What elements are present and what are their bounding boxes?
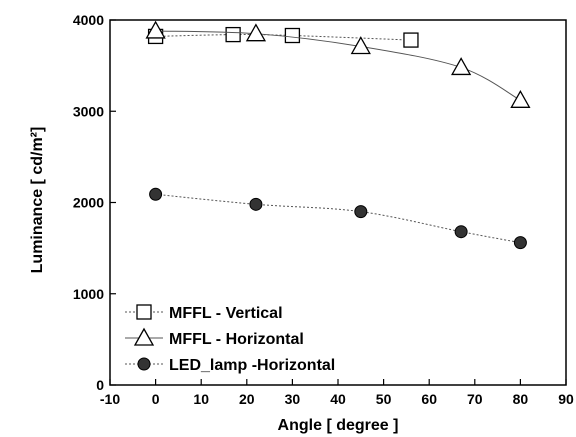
y-tick-label: 1000 <box>73 286 104 302</box>
data-point <box>514 237 526 249</box>
data-point <box>226 28 240 42</box>
x-tick-label: 30 <box>285 391 301 407</box>
x-tick-label: 80 <box>513 391 529 407</box>
legend-marker <box>138 358 150 370</box>
data-point <box>250 198 262 210</box>
x-tick-label: 60 <box>421 391 437 407</box>
x-axis-label: Angle [ degree ] <box>278 417 399 434</box>
legend-label: MFFL - Vertical <box>169 305 283 322</box>
y-axis-label: Luminance [ cd/m²] <box>29 127 46 274</box>
y-tick-label: 3000 <box>73 103 104 119</box>
x-tick-label: 40 <box>330 391 346 407</box>
legend-marker <box>137 305 151 319</box>
legend-label: LED_lamp -Horizontal <box>169 357 335 374</box>
y-tick-label: 2000 <box>73 195 104 211</box>
data-point <box>355 206 367 218</box>
x-tick-label: 90 <box>558 391 574 407</box>
data-point <box>455 226 467 238</box>
data-point <box>404 33 418 47</box>
x-tick-label: 20 <box>239 391 255 407</box>
y-tick-label: 4000 <box>73 12 104 28</box>
data-point <box>150 188 162 200</box>
x-tick-label: 10 <box>193 391 209 407</box>
x-tick-label: -10 <box>100 391 120 407</box>
x-tick-label: 50 <box>376 391 392 407</box>
x-tick-label: 0 <box>152 391 160 407</box>
y-tick-label: 0 <box>96 377 104 393</box>
legend-label: MFFL - Horizontal <box>169 331 304 348</box>
x-tick-label: 70 <box>467 391 483 407</box>
data-point <box>285 29 299 43</box>
